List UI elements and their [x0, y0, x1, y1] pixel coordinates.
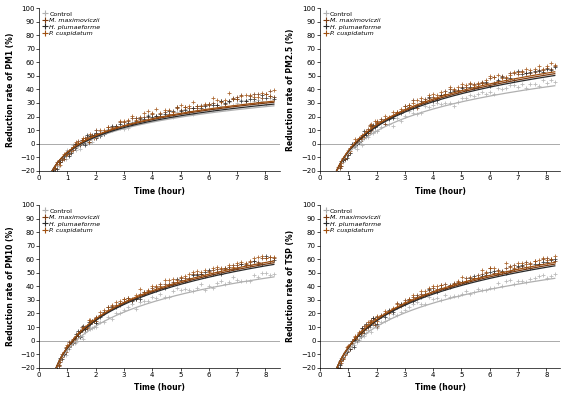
- Y-axis label: Reduction rate of PM1 (%): Reduction rate of PM1 (%): [6, 32, 15, 146]
- Y-axis label: Reduction rate of PM10 (%): Reduction rate of PM10 (%): [6, 226, 15, 346]
- Legend: Control, M. maximoviczii, H. plumaeforme, P. cuspidatum: Control, M. maximoviczii, H. plumaeforme…: [322, 207, 383, 234]
- Legend: Control, M. maximoviczii, H. plumaeforme, P. cuspidatum: Control, M. maximoviczii, H. plumaeforme…: [322, 10, 383, 37]
- Y-axis label: Reduction rate of TSP (%): Reduction rate of TSP (%): [286, 230, 295, 342]
- Legend: Control, M. maximoviczii, H. plumaeforme, P. cuspidatum: Control, M. maximoviczii, H. plumaeforme…: [41, 10, 101, 37]
- Legend: Control, M. maximoviczii, H. plumaeforme, P. cuspidatum: Control, M. maximoviczii, H. plumaeforme…: [41, 207, 101, 234]
- X-axis label: Time (hour): Time (hour): [134, 383, 185, 392]
- Y-axis label: Reduction rate of PM2.5 (%): Reduction rate of PM2.5 (%): [286, 28, 295, 150]
- X-axis label: Time (hour): Time (hour): [134, 187, 185, 195]
- X-axis label: Time (hour): Time (hour): [415, 187, 466, 195]
- X-axis label: Time (hour): Time (hour): [415, 383, 466, 392]
